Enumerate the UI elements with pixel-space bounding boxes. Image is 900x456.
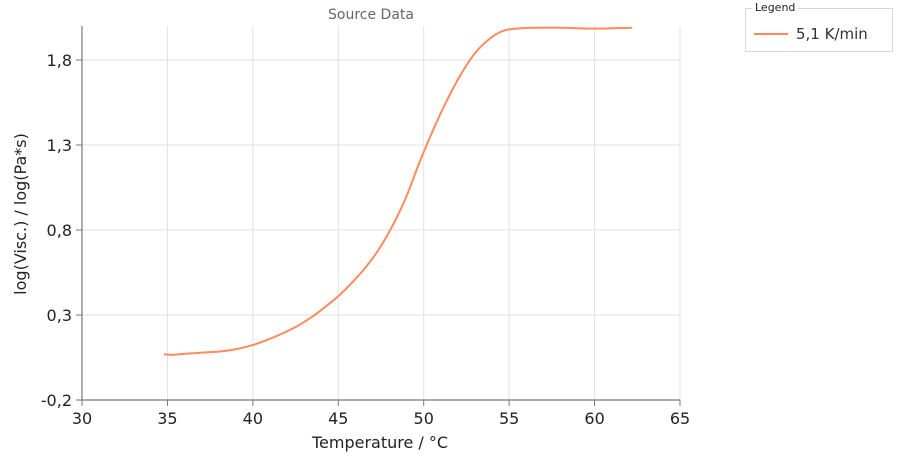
x-tick-label: 50	[414, 409, 434, 428]
x-tick-label: 40	[243, 409, 263, 428]
x-tick-label: 35	[157, 409, 177, 428]
legend-entry[interactable]: 5,1 K/min	[754, 25, 868, 43]
y-tick-label: 1,3	[47, 136, 72, 155]
x-axis-title: Temperature / °C	[311, 433, 448, 452]
x-tick-label: 55	[499, 409, 519, 428]
chart-title: Source Data	[328, 7, 414, 23]
legend-swatch	[754, 33, 788, 35]
x-tick-label: 45	[328, 409, 348, 428]
grid-lines	[82, 26, 681, 400]
axes	[76, 26, 681, 406]
y-tick-label: 0,8	[47, 221, 72, 240]
x-tick-label: 30	[72, 409, 92, 428]
x-tick-labels: 30 35 40 45 50 55 60 65	[72, 409, 690, 428]
legend-title: Legend	[752, 1, 799, 14]
y-tick-label: 1,8	[47, 51, 72, 70]
y-axis-title: log(Visc.) / log(Pa*s)	[11, 133, 30, 295]
x-tick-label: 65	[670, 409, 690, 428]
legend-label: 5,1 K/min	[796, 25, 868, 43]
y-tick-labels: -0,2 0,3 0,8 1,3 1,8	[41, 51, 72, 410]
legend: Legend 5,1 K/min	[745, 1, 893, 52]
y-tick-label: -0,2	[41, 391, 72, 410]
y-tick-label: 0,3	[47, 306, 72, 325]
series-line-0	[163, 26, 633, 356]
x-tick-label: 60	[584, 409, 604, 428]
series-lines	[163, 26, 633, 356]
